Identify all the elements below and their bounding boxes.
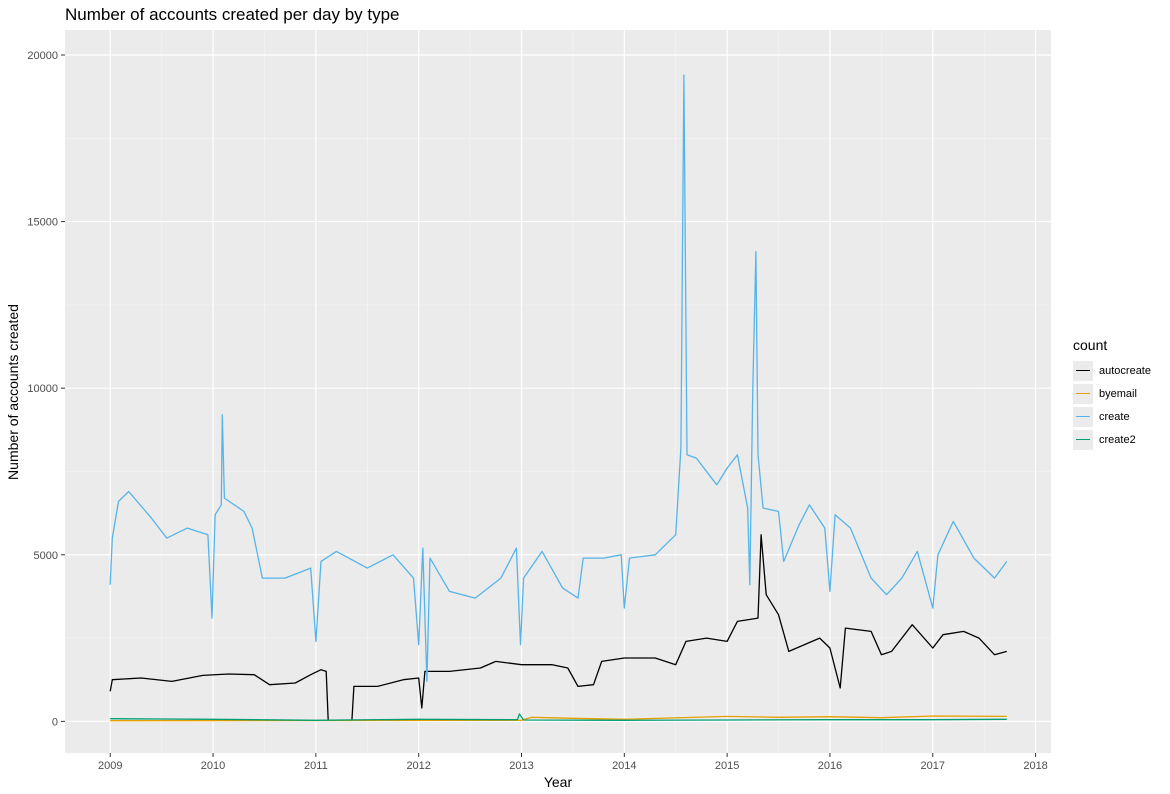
plot-panel [65, 30, 1051, 753]
x-tick-label: 2013 [509, 760, 533, 772]
x-tick-label: 2014 [612, 760, 636, 772]
axis-ticks: 2009 2010 2011 2012 2013 2014 2015 2016 2017 2018… [27, 50, 1047, 772]
legend-title: count [1073, 337, 1108, 353]
x-tick-label: 2016 [818, 760, 842, 772]
legend-item-autocreate: autocreate [1073, 359, 1151, 382]
legend-swatch-line [1076, 369, 1090, 372]
x-tick-label: 2010 [201, 760, 225, 772]
x-tick-label: 2017 [921, 760, 945, 772]
y-axis-title: Number of accounts created [5, 304, 21, 480]
series-line-create2 [110, 713, 1007, 721]
legend-label: byemail [1099, 387, 1137, 400]
legend-label: autocreate [1099, 364, 1151, 377]
series-layer [109, 74, 1008, 722]
x-tick-label: 2015 [715, 760, 739, 772]
legend-swatch [1073, 383, 1093, 404]
series-line-autocreate [109, 534, 1007, 721]
y-tick-label: 0 [52, 716, 58, 728]
legend-label: create2 [1099, 433, 1136, 446]
y-tick-label: 5000 [34, 550, 58, 562]
legend-item-create2: create2 [1073, 428, 1151, 451]
legend-swatch [1073, 429, 1093, 450]
legend-swatch [1073, 360, 1093, 381]
y-tick-label: 20000 [27, 50, 58, 62]
x-tick-label: 2012 [406, 760, 430, 772]
legend-item-create: create [1073, 405, 1151, 428]
legend-swatch-line [1076, 392, 1090, 395]
x-tick-label: 2018 [1023, 760, 1047, 772]
series-line-byemail [110, 715, 1007, 722]
x-tick-label: 2009 [98, 760, 122, 772]
series-line-create [109, 74, 1008, 683]
legend-swatch [1073, 406, 1093, 427]
legend: count autocreate byemail create create2 [1073, 337, 1151, 451]
y-tick-label: 10000 [27, 383, 58, 395]
legend-item-byemail: byemail [1073, 382, 1151, 405]
grid-lines [65, 30, 1051, 753]
x-axis-title: Year [544, 774, 573, 790]
legend-label: create [1099, 410, 1130, 423]
x-tick-label: 2011 [304, 760, 328, 772]
legend-items: autocreate byemail create create2 [1073, 359, 1151, 451]
legend-swatch-line [1076, 415, 1090, 418]
chart-title: Number of accounts created per day by ty… [65, 5, 400, 24]
y-tick-label: 15000 [27, 217, 58, 229]
legend-swatch-line [1076, 438, 1090, 441]
